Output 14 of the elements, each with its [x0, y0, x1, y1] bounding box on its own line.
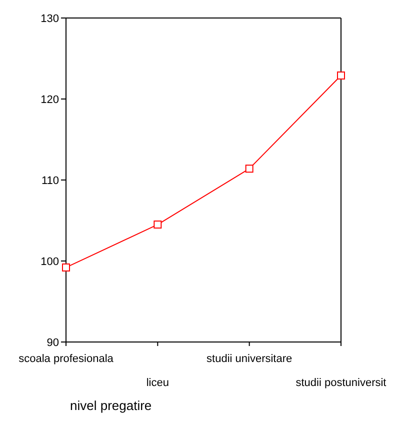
- y-tick-label: 130: [40, 12, 59, 25]
- point: [62, 263, 70, 272]
- y-tick-label: 90: [46, 336, 59, 349]
- x-tick-label: scoala profesionala: [18, 353, 114, 365]
- y-tick-label: 110: [41, 174, 59, 187]
- y-tick-label: 100: [40, 256, 59, 268]
- x-tick-label: studii universitare: [206, 353, 292, 365]
- x-tick-label: liceu: [146, 377, 169, 389]
- point: [154, 220, 162, 229]
- y-tick-label: 120: [40, 94, 59, 106]
- point: [245, 164, 254, 173]
- x-tick-label: studii postuniversit: [296, 377, 386, 389]
- x-axis-title: nivel pregatire: [70, 398, 152, 413]
- point: [337, 72, 345, 80]
